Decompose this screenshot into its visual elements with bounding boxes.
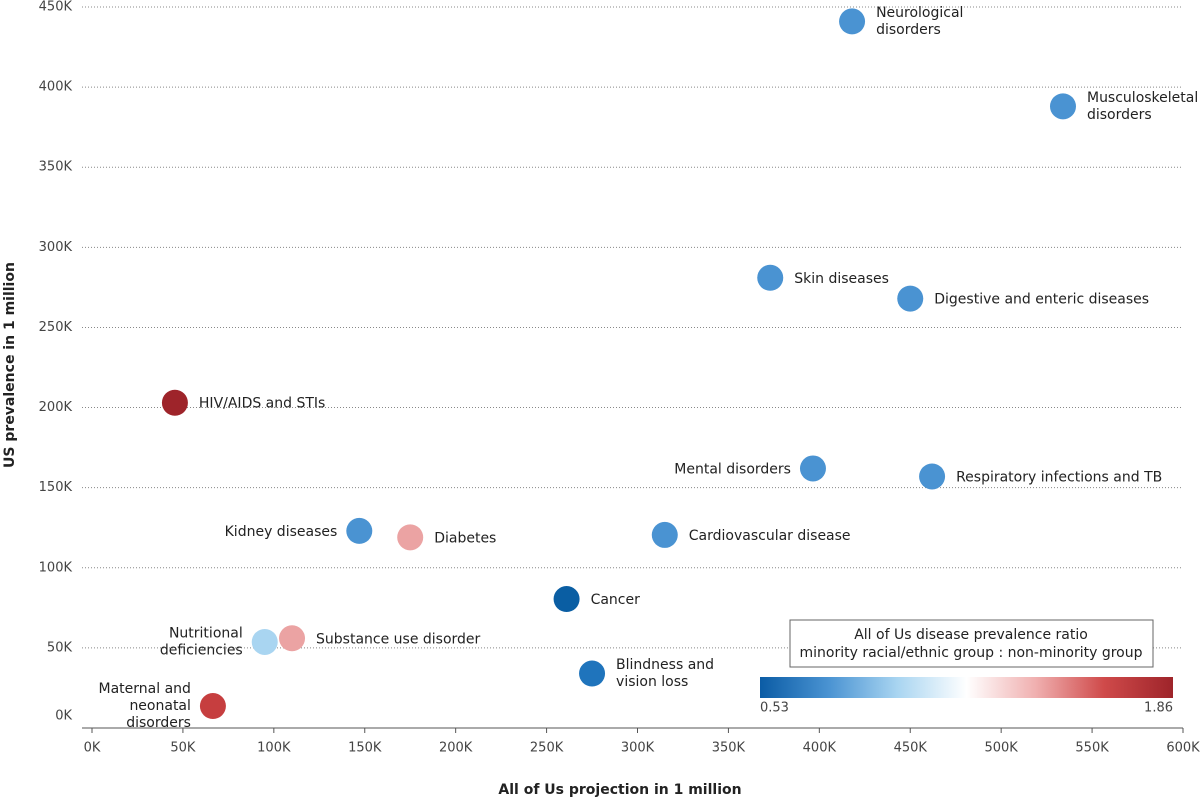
x-tick-label: 250K — [530, 741, 564, 756]
x-tick-label: 300K — [621, 741, 655, 756]
y-tick-label: 50K — [47, 640, 73, 655]
point — [799, 455, 826, 482]
point-label: HIV/AIDS and STIs — [199, 396, 325, 412]
x-tick-label: 400K — [803, 741, 837, 756]
point — [553, 586, 580, 613]
point-label: disorders — [126, 715, 191, 731]
point — [897, 285, 924, 312]
colorbar-min: 0.53 — [760, 701, 789, 716]
x-tick-label: 0K — [84, 741, 101, 756]
point-label: neonatal — [129, 698, 190, 714]
point-label: disorders — [1087, 107, 1152, 123]
colorbar-max: 1.86 — [1144, 701, 1173, 716]
x-tick-label: 150K — [348, 741, 382, 756]
y-tick-label: 300K — [39, 240, 73, 255]
y-tick-label: 250K — [39, 320, 73, 335]
point-label: Musculoskeletal — [1087, 90, 1198, 106]
point — [199, 693, 226, 720]
x-tick-label: 450K — [894, 741, 928, 756]
point-label: Neurological — [876, 5, 963, 21]
x-tick-label: 600K — [1166, 741, 1200, 756]
point — [161, 389, 188, 416]
y-tick-label: 400K — [39, 80, 73, 95]
point-label: deficiencies — [160, 642, 243, 658]
legend-box — [789, 619, 1154, 668]
point-label: Substance use disorder — [316, 631, 481, 647]
point-label: Mental disorders — [674, 461, 791, 477]
point-label: Cardiovascular disease — [689, 528, 851, 544]
point — [579, 660, 606, 687]
point — [757, 264, 784, 291]
point — [839, 8, 866, 35]
y-tick-label: 200K — [39, 400, 73, 415]
point — [279, 625, 306, 652]
point — [251, 628, 278, 655]
x-tick-label: 100K — [257, 741, 291, 756]
legend-title: All of Us disease prevalence ratio — [854, 627, 1088, 643]
x-axis-label: All of Us projection in 1 million — [498, 782, 741, 798]
y-tick-label: 450K — [39, 0, 73, 15]
x-tick-label: 350K — [712, 741, 746, 756]
point — [397, 524, 424, 551]
point-label: disorders — [876, 22, 941, 38]
x-tick-label: 550K — [1075, 741, 1109, 756]
x-tick-label: 500K — [984, 741, 1018, 756]
x-tick-label: 50K — [170, 741, 196, 756]
point — [346, 517, 373, 544]
point-label: Respiratory infections and TB — [956, 469, 1162, 485]
point-label: Cancer — [591, 592, 641, 608]
point-label: Blindness and — [616, 657, 714, 673]
point-label: Nutritional — [169, 625, 243, 641]
legend-title: minority racial/ethnic group : non-minor… — [800, 645, 1143, 661]
point-label: Kidney diseases — [225, 524, 338, 540]
point — [1049, 93, 1076, 120]
point — [919, 463, 946, 490]
y-tick-label: 100K — [39, 560, 73, 575]
point-label: vision loss — [616, 674, 688, 690]
point-label: Skin diseases — [794, 271, 889, 287]
colorbar — [760, 677, 1173, 698]
y-axis-label: US prevalence in 1 million — [2, 262, 18, 468]
y-tick-label: 0K — [55, 709, 72, 724]
point-label: Diabetes — [434, 530, 496, 546]
x-tick-label: 200K — [439, 741, 473, 756]
y-tick-label: 150K — [39, 480, 73, 495]
point-label: Maternal and — [99, 681, 191, 697]
point — [651, 521, 678, 548]
y-tick-label: 350K — [39, 160, 73, 175]
point-label: Digestive and enteric diseases — [934, 292, 1149, 308]
